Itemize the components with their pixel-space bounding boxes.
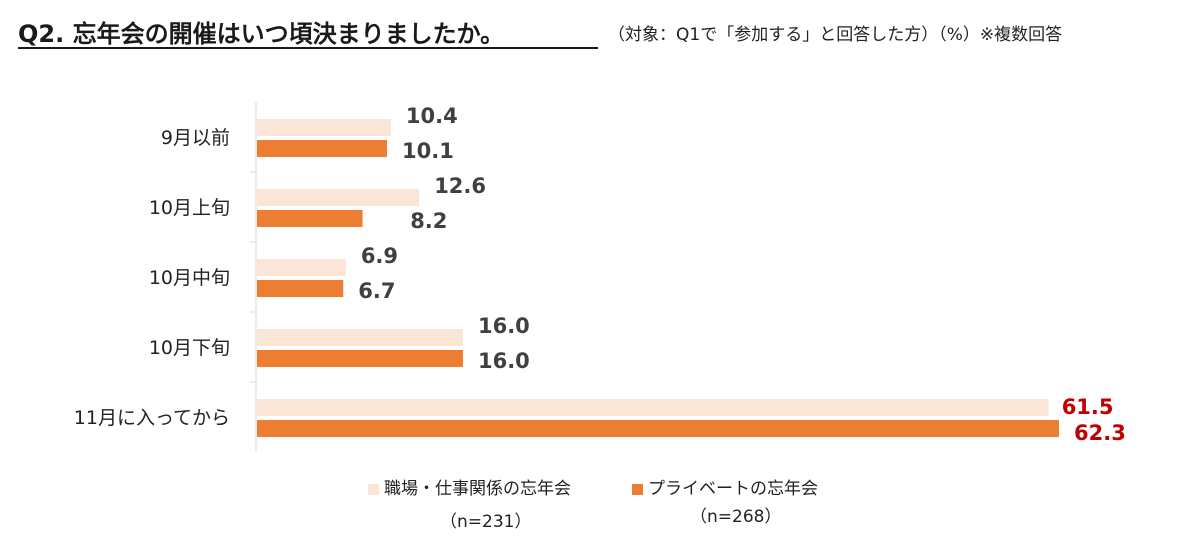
legend-n-series1: （n=231）	[440, 512, 532, 532]
bar-private	[257, 350, 463, 367]
legend-swatch-series2	[632, 484, 643, 495]
bar-workplace	[257, 329, 463, 346]
bar-private	[257, 140, 388, 157]
value-label: 12.6	[434, 174, 486, 198]
bar-private	[257, 420, 1059, 437]
category-label: 10月中旬	[149, 267, 230, 289]
category-label: 9月以前	[161, 127, 230, 149]
value-label: 6.9	[361, 244, 398, 268]
value-label: 16.0	[478, 349, 530, 373]
chart-title: Q2. 忘年会の開催はいつ頃決まりましたか。	[18, 20, 505, 48]
legend-item-series2: プライベートの忘年会	[632, 474, 818, 499]
legend-label-series2: プライベートの忘年会	[648, 479, 818, 499]
value-label: 62.3	[1074, 421, 1126, 445]
legend-swatch-series1	[368, 484, 379, 495]
value-label: 10.1	[402, 139, 454, 163]
category-label: 10月下旬	[149, 337, 230, 359]
bar-workplace	[257, 189, 420, 206]
title-underline	[18, 47, 598, 49]
bar-workplace	[257, 259, 346, 276]
header: Q2. 忘年会の開催はいつ頃決まりましたか。 （対象：Q1で「参加する」と回答し…	[18, 14, 1188, 50]
value-label: 16.0	[478, 314, 530, 338]
value-label: 6.7	[358, 279, 395, 303]
bar-private	[257, 210, 363, 227]
legend-n-series2: （n=268）	[690, 507, 782, 527]
category-label: 10月上旬	[149, 197, 230, 219]
bar-private	[257, 280, 344, 297]
value-label: 8.2	[410, 209, 447, 233]
bar-workplace	[257, 119, 391, 136]
legend-label-series1: 職場・仕事関係の忘年会	[384, 479, 571, 499]
value-label: 61.5	[1062, 395, 1114, 419]
value-label: 10.4	[406, 104, 458, 128]
legend-item-series1: 職場・仕事関係の忘年会	[368, 474, 571, 499]
chart-subtitle: （対象：Q1で「参加する」と回答した方）（%）※複数回答	[608, 25, 1063, 45]
category-label: 11月に入ってから	[74, 407, 230, 429]
bar-workplace	[257, 399, 1049, 416]
